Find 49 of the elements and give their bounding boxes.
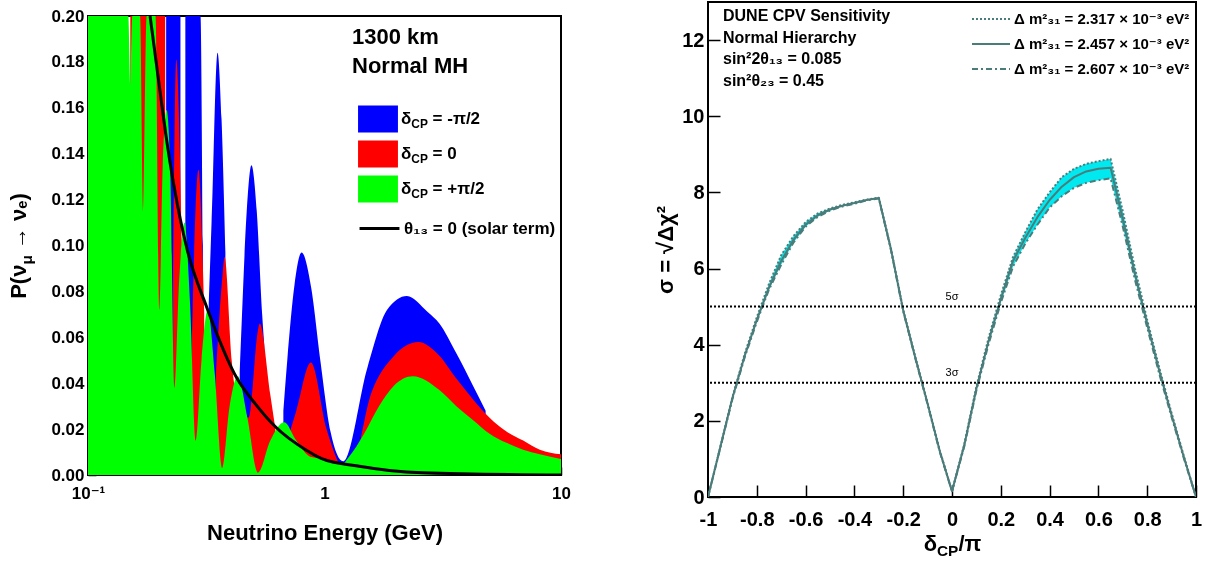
x-tick-label: 10 <box>552 483 571 503</box>
y-tick-label: 0.08 <box>51 281 85 301</box>
x-axis-title: δ$_{CP}$/π <box>923 530 982 559</box>
y-tick-label: 0.06 <box>51 327 85 347</box>
y-tick-label: 0.14 <box>51 144 86 164</box>
y-tick-label: 0.10 <box>51 236 85 255</box>
y-tick-label: 10 <box>682 104 705 127</box>
x-tick-label: 10⁻¹ <box>71 483 106 503</box>
legend-label: δ$_{CP}$ = -π/2 <box>401 109 481 132</box>
y-tick-label: 0.18 <box>51 52 85 72</box>
x-tick-label: 0.8 <box>1133 507 1162 530</box>
legend-label: Δ m²₃₁ = 2.607 × 10⁻³ eV² <box>1014 60 1190 77</box>
x-tick-label: -0.2 <box>886 507 921 530</box>
y-tick-label: 0.00 <box>51 465 85 485</box>
legend-label: θ₁₃ = 0 (solar term) <box>404 218 556 238</box>
y-tick-label: 4 <box>693 333 706 356</box>
x-tick-label: 0 <box>946 507 959 530</box>
y-tick-label: 0.12 <box>51 190 85 210</box>
x-tick-label: 0.2 <box>987 507 1016 530</box>
y-tick-label: 12 <box>682 28 705 51</box>
x-tick-label: -0.8 <box>740 507 775 530</box>
legend-label: Δ m²₃₁ = 2.457 × 10⁻³ eV² <box>1014 35 1190 52</box>
annotation: sin²θ₂₃ = 0.45 <box>723 72 825 90</box>
y-tick-label: 0.20 <box>51 6 85 26</box>
x-tick-label: 0.4 <box>1036 507 1065 530</box>
ref-line-label: 3σ <box>945 365 959 378</box>
y-tick-label: 0.02 <box>51 419 85 439</box>
y-tick-label: 0.16 <box>51 98 85 118</box>
legend-label: δ$_{CP}$ = +π/2 <box>401 179 485 202</box>
y-axis-title: σ = √Δχ² <box>653 206 679 294</box>
annotation: 1300 km <box>352 24 439 49</box>
legend-label: δ$_{CP}$ = 0 <box>401 144 457 167</box>
legend-label: Δ m²₃₁ = 2.317 × 10⁻³ eV² <box>1014 10 1190 27</box>
x-tick-label: 1 <box>1190 507 1203 530</box>
x-tick-label: -1 <box>699 507 718 530</box>
annotation: Normal MH <box>352 53 469 78</box>
x-tick-label: 1 <box>320 483 330 503</box>
y-tick-label: 6 <box>693 257 705 280</box>
y-tick-label: 0.04 <box>51 373 86 393</box>
y-tick-label: 2 <box>693 409 705 432</box>
x-tick-label: -0.4 <box>837 507 874 530</box>
x-axis-title: Neutrino Energy (GeV) <box>207 519 443 545</box>
annotation: DUNE CPV Sensitivity <box>723 7 891 24</box>
annotation: Normal Hierarchy <box>723 28 857 46</box>
x-tick-label: 0.6 <box>1084 507 1113 530</box>
x-tick-label: -0.6 <box>788 507 824 530</box>
annotation: sin²2θ₁₃ = 0.085 <box>723 50 842 68</box>
y-tick-label: 8 <box>693 180 705 203</box>
ref-line-label: 5σ <box>945 289 959 302</box>
